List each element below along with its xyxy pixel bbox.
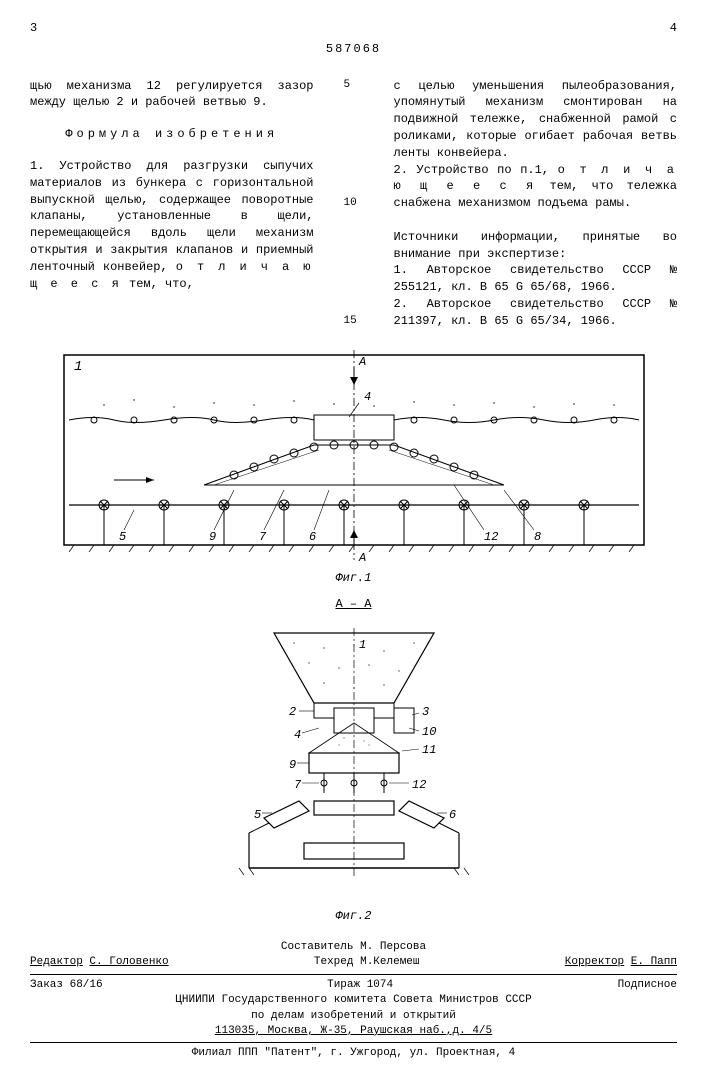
fig2-callout-6: 6 [449, 808, 456, 822]
org1: ЦНИИПИ Государственного комитета Совета … [30, 993, 677, 1008]
fig1-callout-7: 7 [259, 530, 267, 544]
fig1-callout-8: 8 [534, 530, 541, 544]
right-claim2: 2. Устройство по п.1, о т л и ч а ю щ е … [394, 162, 678, 212]
fig1-callout-5: 5 [119, 530, 126, 544]
page-num-left: 3 [30, 20, 37, 37]
fig2-label: Фиг.2 [30, 908, 677, 925]
right-source2: 2. Авторское свидетельство СССР № 211397… [394, 296, 678, 330]
right-p1: с целью уменьшения пылеобразования, упом… [394, 78, 678, 162]
fig2-callout-3: 3 [422, 705, 429, 719]
fig2-callout-7: 7 [294, 778, 302, 792]
addr2: Филиал ППП "Патент", г. Ужгород, ул. Про… [30, 1046, 677, 1061]
document-number: 587068 [30, 41, 677, 58]
fig2-callout-1: 1 [359, 638, 366, 652]
right-column: с целью уменьшения пылеобразования, упом… [394, 78, 678, 330]
line-numbers: 5 10 15 [344, 78, 364, 330]
fig2-callout-2: 2 [289, 705, 296, 719]
left-column: щью механизма 12 регулируется зазор межд… [30, 78, 314, 330]
fig2-callout-9: 9 [289, 758, 296, 772]
fig1-callout-12: 12 [484, 530, 498, 544]
order: Заказ 68/16 [30, 978, 103, 993]
fig1-label: Фиг.1 [30, 570, 677, 587]
right-sources-title: Источники информации, принятые во вниман… [394, 229, 678, 263]
svg-text:A: A [358, 551, 366, 565]
page-num-right: 4 [670, 20, 677, 37]
section-label: А – А [30, 596, 677, 613]
fig2-callout-4: 4 [294, 728, 301, 742]
org2: по делам изобретений и открытий [30, 1009, 677, 1024]
left-claim1: 1. Устройство для разгрузки сыпучих мате… [30, 158, 314, 292]
compositor: Составитель М. Персова [30, 940, 677, 955]
figure-2: 1 2 3 4 10 11 9 7 12 5 6 [30, 623, 677, 925]
fig1-callout-4: 4 [364, 390, 371, 404]
tirage: Тираж 1074 [327, 978, 393, 993]
figure-1: 1 A A 4 [30, 345, 677, 587]
footer: Составитель М. Персова Редактор С. Голов… [30, 940, 677, 1062]
left-p1: щью механизма 12 регулируется зазор межд… [30, 78, 314, 112]
fig1-callout-1: 1 [74, 359, 82, 375]
addr1: 113035, Москва, Ж-35, Раушская наб.,д. 4… [30, 1024, 677, 1039]
fig2-callout-10: 10 [422, 725, 436, 739]
fig2-callout-11: 11 [422, 743, 436, 757]
fig2-callout-12: 12 [412, 778, 426, 792]
fig1-callout-6: 6 [309, 530, 316, 544]
fig2-callout-5: 5 [254, 808, 261, 822]
right-source1: 1. Авторское свидетельство СССР № 255121… [394, 262, 678, 296]
fig1-callout-9: 9 [209, 530, 216, 544]
podpis: Подписное [618, 978, 677, 993]
fig1-arrow-a: A [358, 355, 366, 369]
formula-title: Формула изобретения [30, 126, 314, 143]
